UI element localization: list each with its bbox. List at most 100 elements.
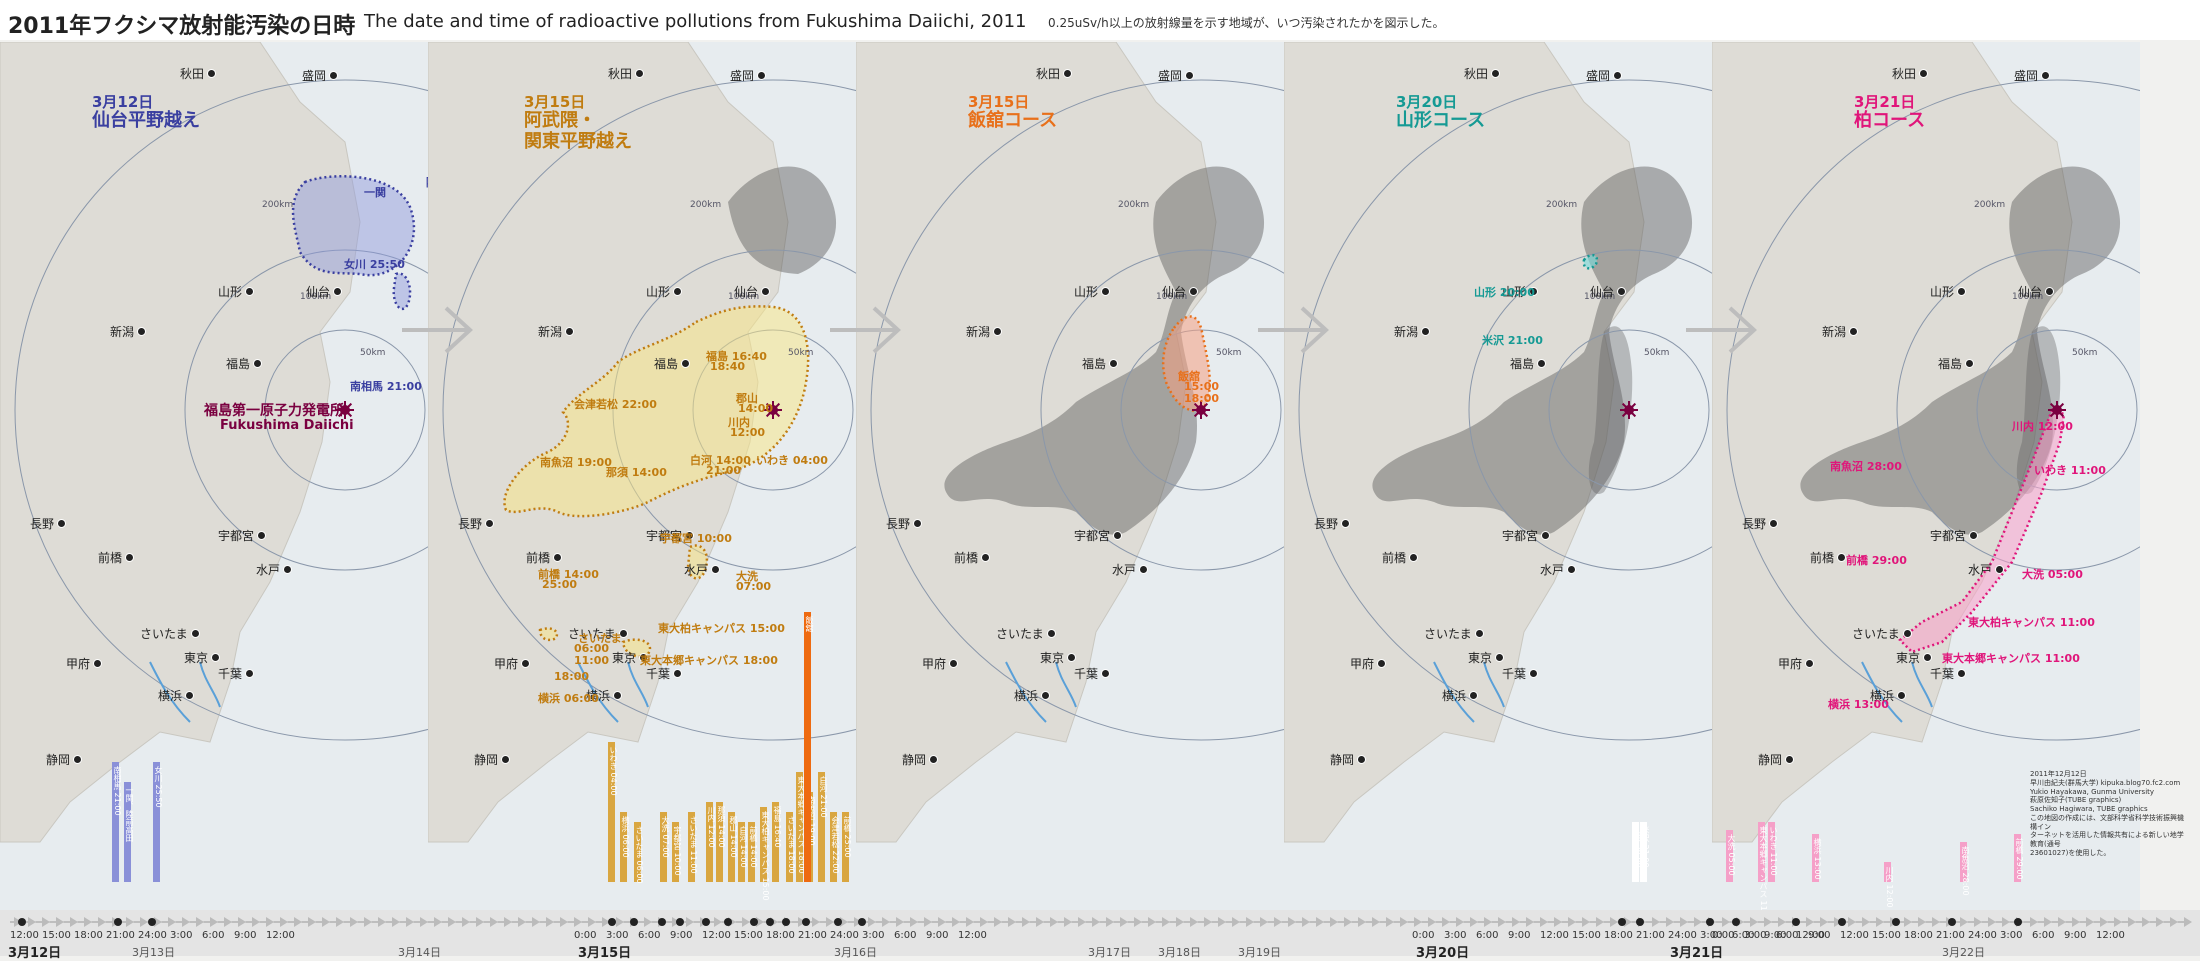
timeline-day: 3月15日 [578,946,632,961]
city-maebashi: 前橋 [1382,549,1419,566]
panel-course: 飯舘コース [968,110,1058,132]
time-bar-label: 南相馬 21:00 [113,766,122,816]
city-chiba: 千葉 [646,665,683,682]
location-time-label: 11:00 [574,654,610,667]
city-dot-icon [1491,69,1501,78]
arrow-icon [830,306,901,354]
panel-title: 3月15日 飯舘コース [968,93,1058,132]
timeline-marker [858,918,866,926]
timeline-hour: 21:00 [1936,930,1965,941]
city-dot-icon [333,287,343,296]
time-bar-label: 飯舘 [805,616,814,632]
time-bar: 福島 16:40 [772,802,782,882]
timeline-hour: 3:00 [606,930,629,941]
city-dot-icon [1541,531,1551,540]
distance-ring [1976,329,2138,491]
timeline-hour: 12:00 [266,930,295,941]
city-dot-icon [283,565,293,574]
timeline-marker [1618,918,1626,926]
city-dot-icon [211,653,221,662]
distance-ring [14,79,428,741]
time-bar-label: 那須 14:00 [717,806,726,848]
ring-label: 100km [300,292,332,302]
arrow-icon [1686,306,1757,354]
city-dot-icon [1837,553,1847,562]
city-maebashi: 前橋 [526,549,563,566]
timeline-day: 3月17日 [1088,946,1131,959]
ring-label: 200km [262,200,294,210]
city-label: 福島 [654,357,679,371]
credit-line: Yukio Hayakawa, Gunma University [2030,787,2155,796]
city-dot-icon [1902,629,1912,638]
city-dot-icon [1965,359,1975,368]
timeline-hour: 3:00 [2000,930,2023,941]
land [856,42,1217,843]
timeline-hour: 18:00 [74,930,103,941]
city-dot-icon [1769,519,1779,528]
city-label: 仙台 [2018,285,2043,299]
prior-contamination [1372,166,1693,535]
distance-ring [264,329,426,491]
contamination-area [503,305,810,518]
ring-label: 50km [1644,348,1670,358]
city-akita: 秋田 [608,65,645,82]
location-time-label: 一関 [364,186,386,199]
city-label: 山形 [218,285,243,299]
city-label: 新潟 [966,325,991,339]
city-tokyo: 東京 [612,649,649,666]
city-label: さいたま [996,627,1044,641]
city-mito: 水戸 [1112,561,1149,578]
timeline-day: 3月14日 [398,946,441,959]
city-label: 仙台 [734,285,759,299]
city-yokohama: 横浜 [1014,687,1051,704]
city-label: 盛岡 [2014,69,2039,83]
location-time-label: さいたま [578,632,622,645]
city-akita: 秋田 [1036,65,1073,82]
city-sendai: 仙台 [734,283,771,300]
city-label: 横浜 [158,689,183,703]
city-dot-icon [673,669,683,678]
location-time-label: 12:00 [730,426,766,439]
river [1433,661,1475,723]
city-dot-icon [618,629,628,638]
city-dot-icon [613,691,623,700]
city-label: 千葉 [1930,667,1955,681]
city-label: 東京 [184,651,209,665]
time-bar: 米沢 21:00 [1640,822,1650,882]
time-bar: 前橋 29:00 [2014,834,2024,882]
city-label: 静岡 [1330,753,1355,767]
map-panel-2: 200km 100km 50km 秋田 盛岡 仙台 山形 新潟 福島 長野 宇都宮 前橋 水戸 さいたま甲… [428,42,856,910]
city-utsunomiya: 宇都宮 [646,527,695,544]
time-bar-label: さいたま 11:00 [689,816,698,874]
river [1911,661,1933,708]
timeline-marker [1892,918,1900,926]
city-shizuoka: 静岡 [902,751,939,768]
city-tokyo: 東京 [1040,649,1077,666]
timeline-hour: 6:00 [1776,930,1799,941]
credit-block: 2011年12月12日 早川由紀夫(群馬大学) kipuka.blog70.fc… [2030,770,2190,858]
timeline-hour: 18:00 [766,930,795,941]
city-label: 水戸 [1540,563,1565,577]
timeline-day: 3月22日 [1942,946,1985,959]
location-time-label: 会津若松 22:00 [574,398,657,411]
page-title: 2011年フクシマ放射能汚染の日時 [8,14,356,39]
timeline-hour: 6:00 [638,930,661,941]
timeline-hour: 24:00 [830,930,859,941]
city-label: 水戸 [684,563,709,577]
city-dot-icon [73,755,83,764]
city-label: 盛岡 [1158,69,1183,83]
city-dot-icon [1957,287,1967,296]
city-dot-icon [1805,659,1815,668]
city-dot-icon [1357,755,1367,764]
timeline-hour: 3:00 [862,930,885,941]
time-bar: いわき 11:00 [1768,822,1778,882]
city-label: 千葉 [218,667,243,681]
panel-date: 3月21日 [1854,93,1916,111]
city-niigata: 新潟 [966,323,1003,340]
city-dot-icon [1919,69,1929,78]
city-label: 東京 [1896,651,1921,665]
time-bar: 東大本郷キャンパス 11:00 [1758,822,1768,924]
city-dot-icon [253,359,263,368]
location-time-label: 07:00 [736,580,772,593]
city-label: 盛岡 [730,69,755,83]
